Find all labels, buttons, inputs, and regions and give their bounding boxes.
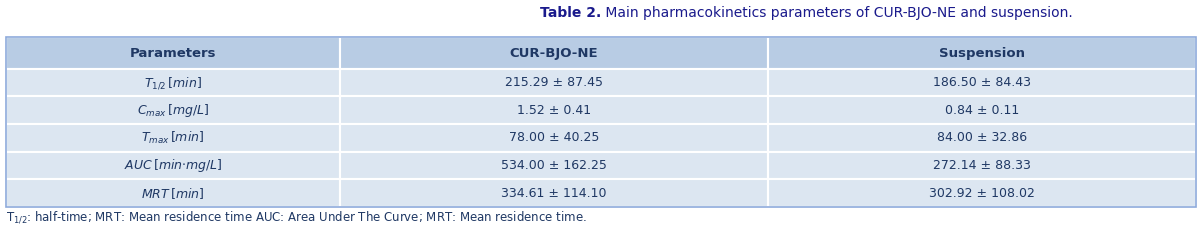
Text: 215.29 ± 87.45: 215.29 ± 87.45 (505, 76, 603, 89)
FancyBboxPatch shape (768, 152, 1196, 179)
Text: 1.52 ± 0.41: 1.52 ± 0.41 (517, 104, 591, 117)
Text: 534.00 ± 162.25: 534.00 ± 162.25 (501, 159, 607, 172)
FancyBboxPatch shape (340, 152, 768, 179)
FancyBboxPatch shape (6, 124, 340, 152)
FancyBboxPatch shape (768, 96, 1196, 124)
FancyBboxPatch shape (6, 96, 340, 124)
Text: $T_{max}\,[min]$: $T_{max}\,[min]$ (141, 130, 204, 146)
FancyBboxPatch shape (340, 69, 768, 96)
FancyBboxPatch shape (768, 179, 1196, 207)
Text: $\mathrm{T}_{1/2}$: half-time; MRT: Mean residence time AUC: Area Under The Curv: $\mathrm{T}_{1/2}$: half-time; MRT: Mean… (6, 209, 587, 225)
FancyBboxPatch shape (6, 69, 340, 96)
Text: 84.00 ± 32.86: 84.00 ± 32.86 (936, 132, 1027, 144)
Text: $AUC\,[min{\cdot}mg/L]$: $AUC\,[min{\cdot}mg/L]$ (124, 157, 222, 174)
FancyBboxPatch shape (768, 69, 1196, 96)
FancyBboxPatch shape (6, 152, 340, 179)
Text: 272.14 ± 88.33: 272.14 ± 88.33 (933, 159, 1031, 172)
FancyBboxPatch shape (6, 37, 340, 69)
Text: 78.00 ± 40.25: 78.00 ± 40.25 (508, 132, 599, 144)
FancyBboxPatch shape (768, 124, 1196, 152)
Text: 0.84 ± 0.11: 0.84 ± 0.11 (945, 104, 1019, 117)
FancyBboxPatch shape (340, 124, 768, 152)
Text: 302.92 ± 108.02: 302.92 ± 108.02 (929, 187, 1035, 200)
Text: CUR-BJO-NE: CUR-BJO-NE (510, 47, 599, 60)
FancyBboxPatch shape (340, 37, 768, 69)
Text: 186.50 ± 84.43: 186.50 ± 84.43 (933, 76, 1031, 89)
Text: $MRT\,[min]$: $MRT\,[min]$ (141, 186, 204, 201)
FancyBboxPatch shape (6, 179, 340, 207)
FancyBboxPatch shape (768, 37, 1196, 69)
Text: $C_{max}\,[mg/L]$: $C_{max}\,[mg/L]$ (137, 102, 209, 119)
Text: 334.61 ± 114.10: 334.61 ± 114.10 (501, 187, 607, 200)
FancyBboxPatch shape (340, 179, 768, 207)
Text: Suspension: Suspension (939, 47, 1025, 60)
Text: Table 2.: Table 2. (540, 6, 601, 20)
Text: $T_{1/2}\,[min]$: $T_{1/2}\,[min]$ (144, 75, 202, 91)
FancyBboxPatch shape (340, 96, 768, 124)
Text: Main pharmacokinetics parameters of CUR-BJO-NE and suspension.: Main pharmacokinetics parameters of CUR-… (601, 6, 1072, 20)
Text: Parameters: Parameters (130, 47, 216, 60)
